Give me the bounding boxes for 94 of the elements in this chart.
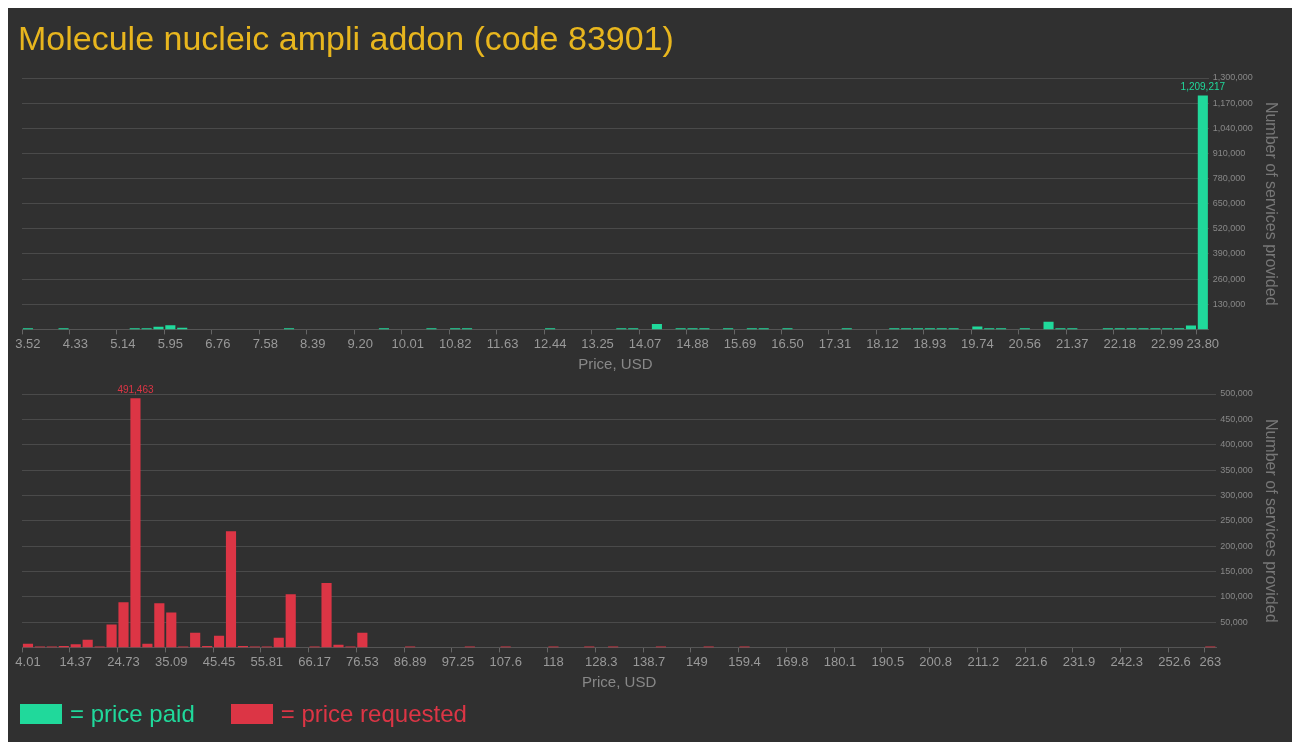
x-tick-label: 128.3	[584, 653, 618, 669]
x-tick-label: 13.25	[581, 335, 614, 351]
y-tick-label: 100,000	[1220, 591, 1253, 602]
bar	[972, 326, 983, 330]
x-tick-label: 23.80	[1186, 335, 1220, 351]
bar	[166, 612, 177, 648]
data-label: 491,463	[117, 384, 154, 396]
bar	[273, 637, 284, 648]
y-tick-label: 350,000	[1220, 464, 1253, 475]
x-tick-label: 66.17	[298, 653, 331, 669]
x-tick-label: 20.56	[1008, 335, 1042, 351]
y-tick-label: 1,040,000	[1212, 122, 1253, 133]
x-tick-label: 86.89	[393, 653, 427, 669]
x-tick-label: 12.44	[533, 335, 567, 351]
x-tick-label: 4.01	[15, 653, 41, 669]
y-tick-label: 390,000	[1212, 248, 1246, 259]
chart-title: Molecule nucleic ampli addon (code 83901)	[17, 18, 675, 59]
x-tick-label: 11.63	[486, 335, 519, 351]
x-tick-label: 17.31	[818, 335, 852, 351]
x-tick-label: 263	[1199, 653, 1222, 669]
x-tick-label: 76.53	[346, 653, 379, 669]
x-tick-label: 231.9	[1062, 653, 1096, 669]
y-tick-label: 910,000	[1212, 147, 1246, 158]
x-tick-label: 8.39	[300, 335, 326, 351]
y-tick-label: 520,000	[1212, 223, 1246, 234]
x-tick-label: 221.6	[1014, 653, 1048, 669]
y-tick-label: 260,000	[1212, 273, 1246, 284]
x-tick-label: 18.12	[866, 335, 899, 351]
y-tick-label: 130,000	[1212, 298, 1246, 309]
x-tick-label: 18.93	[913, 335, 947, 351]
bar	[285, 594, 296, 648]
x-tick-label: 118	[543, 653, 564, 669]
x-tick-label: 149	[685, 653, 708, 669]
x-tick-label: 6.76	[205, 335, 231, 351]
x-tick-label: 35.09	[155, 653, 188, 669]
x-tick-label: 24.73	[107, 653, 140, 669]
x-tick-label: 211.2	[967, 653, 1000, 669]
y-tick-label: 50,000	[1220, 616, 1248, 627]
x-axis-title: Price, USD	[578, 355, 653, 373]
bar	[70, 644, 81, 648]
x-tick-label: 22.99	[1150, 335, 1184, 351]
bar	[213, 635, 225, 648]
x-tick-label: 3.52	[15, 335, 41, 351]
x-tick-label: 242.3	[1110, 653, 1143, 669]
x-tick-label: 10.01	[391, 335, 424, 351]
x-tick-label: 21.37	[1056, 335, 1089, 351]
x-tick-label: 14.88	[676, 335, 709, 351]
bar	[1197, 95, 1208, 330]
y-axis-title: Number of services provided	[1262, 418, 1280, 623]
x-tick-label: 107.6	[489, 653, 522, 669]
bar	[225, 531, 237, 648]
y-tick-label: 250,000	[1220, 515, 1253, 526]
x-tick-label: 159.4	[728, 653, 761, 669]
x-tick-label: 190.5	[871, 653, 905, 669]
x-tick-label: 15.69	[723, 335, 757, 351]
y-tick-label: 1,300,000	[1212, 72, 1253, 83]
x-tick-label: 14.07	[628, 335, 662, 351]
y-tick-label: 780,000	[1212, 173, 1246, 184]
x-tick-label: 55.81	[250, 653, 284, 669]
x-tick-label: 16.50	[771, 335, 804, 351]
x-tick-label: 22.18	[1103, 335, 1137, 351]
x-tick-label: 7.58	[252, 335, 278, 351]
x-tick-label: 19.74	[961, 335, 994, 351]
data-label: 1,209,217	[1180, 81, 1226, 93]
x-tick-label: 10.82	[438, 335, 472, 351]
y-tick-label: 650,000	[1212, 198, 1246, 209]
x-tick-label: 252.6	[1158, 653, 1191, 669]
y-axis-title: Number of services provided	[1262, 101, 1280, 306]
x-tick-label: 200.8	[919, 653, 952, 669]
y-tick-label: 1,170,000	[1212, 97, 1253, 108]
legend-label: = price requested	[280, 700, 467, 728]
bar	[190, 632, 201, 648]
bar	[82, 639, 93, 648]
legend-label: = price paid	[70, 700, 195, 728]
y-tick-label: 150,000	[1220, 565, 1253, 576]
x-tick-label: 14.37	[59, 653, 93, 669]
x-tick-label: 9.20	[347, 335, 373, 351]
x-axis-title: Price, USD	[582, 673, 657, 691]
y-tick-label: 200,000	[1220, 540, 1253, 551]
x-tick-label: 97.25	[441, 653, 475, 669]
bar	[357, 632, 368, 648]
x-tick-label: 4.33	[62, 335, 89, 351]
y-tick-label: 500,000	[1220, 388, 1253, 399]
y-tick-label: 450,000	[1220, 413, 1253, 424]
x-tick-label: 180.1	[823, 653, 857, 669]
x-tick-label: 138.7	[632, 653, 666, 669]
bar	[154, 603, 165, 648]
x-tick-label: 5.14	[110, 335, 136, 351]
y-tick-label: 400,000	[1220, 439, 1253, 450]
bar	[651, 323, 662, 330]
y-tick-label: 300,000	[1220, 489, 1253, 500]
x-tick-label: 169.8	[776, 653, 809, 669]
x-tick-label: 45.45	[202, 653, 236, 669]
x-tick-label: 5.95	[157, 335, 183, 351]
